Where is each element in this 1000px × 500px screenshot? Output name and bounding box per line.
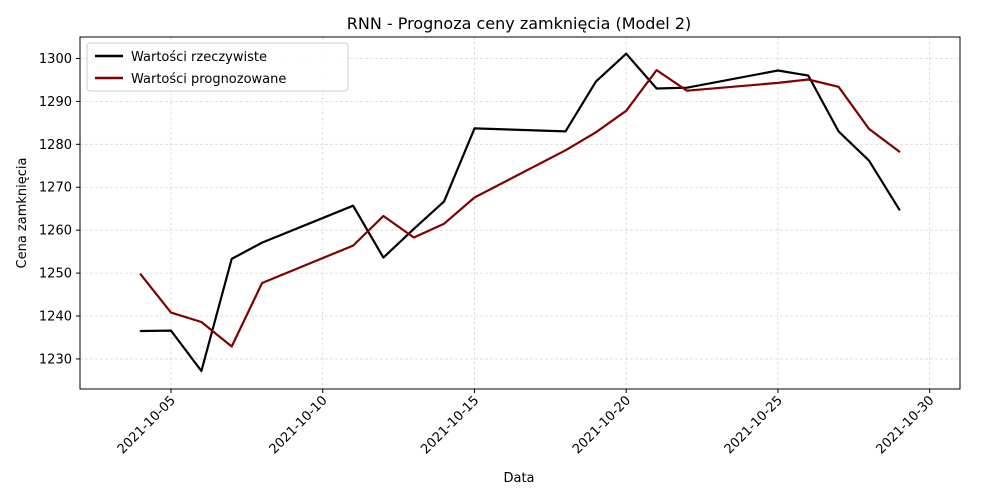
y-tick-label: 1260 — [39, 224, 72, 239]
y-tick-label: 1290 — [39, 95, 72, 110]
y-tick-label: 1270 — [39, 181, 72, 196]
y-tick-label: 1280 — [39, 138, 72, 153]
series-line-forecast — [139, 68, 901, 348]
y-tick-label: 1240 — [39, 310, 72, 325]
grid — [80, 37, 960, 389]
legend: Wartości rzeczywiste Wartości prognozowa… — [86, 42, 349, 92]
chart-title: RNN - Prognoza ceny zamknięcia (Model 2) — [347, 14, 692, 33]
y-tick-label: 1300 — [39, 52, 72, 67]
legend-label-forecast: Wartości prognozowane — [131, 72, 286, 87]
y-tick-label: 1250 — [39, 267, 72, 282]
y-tick-label: 1230 — [39, 352, 72, 367]
series-layer — [139, 52, 901, 373]
plot-frame — [79, 36, 961, 390]
x-axis-title: Data — [503, 471, 534, 486]
y-axis-title: Cena zamknięcia — [15, 158, 30, 269]
legend-box — [86, 42, 349, 92]
y-axis: 1230 1240 1250 1260 1270 1280 1290 1300 — [39, 52, 80, 367]
series-line-actual — [139, 52, 901, 373]
legend-label-actual: Wartości rzeczywiste — [131, 50, 267, 65]
